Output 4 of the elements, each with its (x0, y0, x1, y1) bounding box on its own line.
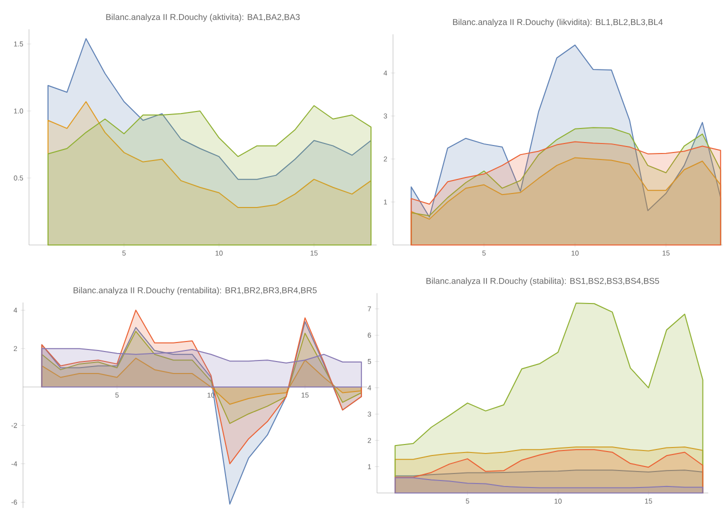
chart-title: Bilanc.analyza II R.Douchy (aktivita): BA1,BA2,BA3 (106, 14, 300, 22)
chart-title: Bilanc.analyza II R.Douchy (stabilita): BS1,BS2,BS3,BS4,BS5 (426, 278, 660, 286)
chart-title: Bilanc.analyza II R.Douchy (likvidita): BL1,BL2,BL3,BL4 (453, 18, 663, 27)
chart-title: Bilanc.analyza II R.Douchy (rentabilita): BR1,BR2,BR3,BR4,BR5 (74, 287, 317, 295)
